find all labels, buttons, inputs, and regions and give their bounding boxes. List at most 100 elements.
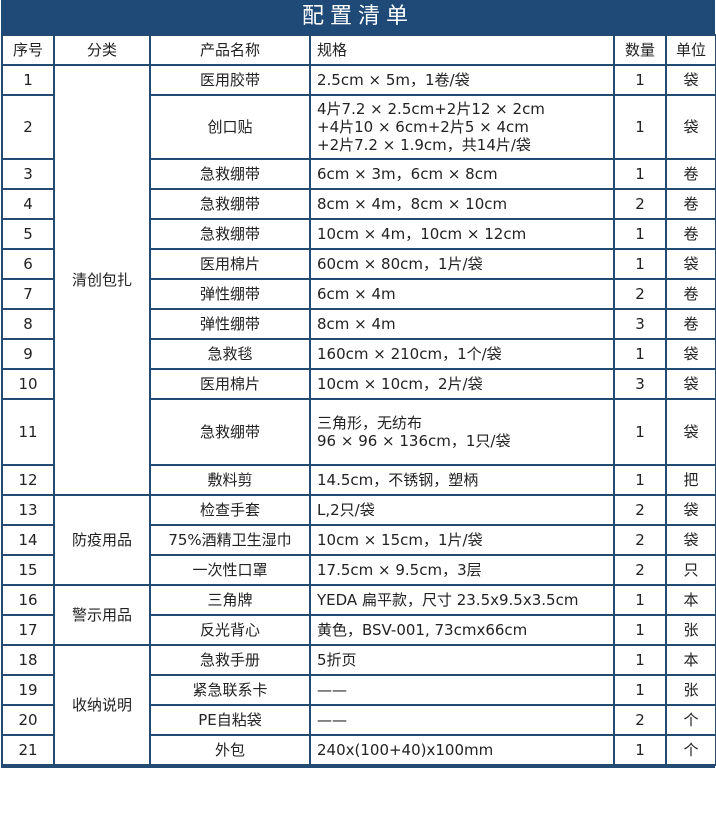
product-spec: L,2只/袋 <box>309 494 615 526</box>
row-number: 12 <box>1 464 55 496</box>
category-cell: 警示用品 <box>53 584 151 646</box>
row-number: 8 <box>1 308 55 340</box>
quantity: 1 <box>613 158 667 190</box>
product-name: 外包 <box>149 734 311 766</box>
unit: 卷 <box>665 188 716 220</box>
product-name: 医用棉片 <box>149 248 311 280</box>
unit: 个 <box>665 704 716 736</box>
unit: 袋 <box>665 524 716 556</box>
row-number: 20 <box>1 704 55 736</box>
row-number: 9 <box>1 338 55 370</box>
header-col-no: 序号 <box>1 34 55 66</box>
header-col-qty: 数量 <box>613 34 667 66</box>
product-name: 创口贴 <box>149 94 311 160</box>
table-row: 4 急救绷带 8cm × 4m，8cm × 10cm 2 卷 <box>1 188 716 220</box>
unit: 张 <box>665 614 716 646</box>
table-row: 3 急救绷带 6cm × 3m，6cm × 8cm 1 卷 <box>1 158 716 190</box>
table-row: 20 PE自粘袋 —— 2 个 <box>1 704 716 736</box>
quantity: 1 <box>613 64 667 96</box>
table-row: 15 一次性口罩 17.5cm × 9.5cm，3层 2 只 <box>1 554 716 586</box>
header-row: 序号 分类 产品名称 规格 数量 单位 <box>1 34 716 66</box>
quantity: 1 <box>613 338 667 370</box>
row-number: 2 <box>1 94 55 160</box>
unit: 袋 <box>665 64 716 96</box>
product-spec: 10cm × 15cm，1片/袋 <box>309 524 615 556</box>
table-row: 21 外包 240x(100+40)x100mm 1 个 <box>1 734 716 766</box>
product-spec: 8cm × 4m，8cm × 10cm <box>309 188 615 220</box>
quantity: 1 <box>613 94 667 160</box>
table-row: 6 医用棉片 60cm × 80cm，1片/袋 1 袋 <box>1 248 716 280</box>
product-name: 反光背心 <box>149 614 311 646</box>
row-number: 4 <box>1 188 55 220</box>
quantity: 2 <box>613 188 667 220</box>
config-list: 配置清单 序号 分类 产品名称 规格 数量 单位 1 清创包扎 医用胶带 2.5cm × 5m，1… <box>1 0 716 768</box>
header-col-unit: 单位 <box>665 34 716 66</box>
product-spec: 8cm × 4m <box>309 308 615 340</box>
quantity: 1 <box>613 248 667 280</box>
unit: 卷 <box>665 278 716 310</box>
product-name: 敷料剪 <box>149 464 311 496</box>
quantity: 1 <box>613 644 667 676</box>
row-number: 7 <box>1 278 55 310</box>
unit: 袋 <box>665 368 716 400</box>
config-table: 序号 分类 产品名称 规格 数量 单位 1 清创包扎 医用胶带 2.5cm × 5m，1卷/袋 1 袋… <box>1 34 716 766</box>
product-spec: 6cm × 4m <box>309 278 615 310</box>
unit: 个 <box>665 734 716 766</box>
unit: 袋 <box>665 494 716 526</box>
product-name: 75%酒精卫生湿巾 <box>149 524 311 556</box>
row-number: 16 <box>1 584 55 616</box>
product-spec: 6cm × 3m，6cm × 8cm <box>309 158 615 190</box>
table-row: 12 敷料剪 14.5cm，不锈钢，塑柄 1 把 <box>1 464 716 496</box>
row-number: 11 <box>1 398 55 466</box>
table-row: 1 清创包扎 医用胶带 2.5cm × 5m，1卷/袋 1 袋 <box>1 64 716 496</box>
product-name: 急救绷带 <box>149 398 311 466</box>
unit: 卷 <box>665 218 716 250</box>
product-spec: 240x(100+40)x100mm <box>309 734 615 766</box>
product-name: 三角牌 <box>149 584 311 616</box>
product-name: 急救绷带 <box>149 218 311 250</box>
category-cell: 防疫用品 <box>53 494 151 586</box>
category-cell: 清创包扎 <box>53 64 151 496</box>
table-row: 14 75%酒精卫生湿巾 10cm × 15cm，1片/袋 2 袋 <box>1 524 716 556</box>
product-name: 急救绷带 <box>149 188 311 220</box>
quantity: 2 <box>613 494 667 526</box>
row-number: 5 <box>1 218 55 250</box>
unit: 袋 <box>665 398 716 466</box>
table-row: 7 弹性绷带 6cm × 4m 2 卷 <box>1 278 716 310</box>
header-col-spec: 规格 <box>309 34 615 66</box>
quantity: 1 <box>613 218 667 250</box>
table-row: 2 创口贴 4片7.2 × 2.5cm+2片12 × 2cm +4片10 × 6cm… <box>1 94 716 160</box>
product-spec: 4片7.2 × 2.5cm+2片12 × 2cm +4片10 × 6cm+2片5… <box>309 94 615 160</box>
unit: 卷 <box>665 158 716 190</box>
product-spec: 三角形，无纺布 96 × 96 × 136cm，1只/袋 <box>309 398 615 466</box>
product-name: 医用胶带 <box>149 64 311 96</box>
category-cell: 收纳说明 <box>53 644 151 766</box>
product-name: 急救毯 <box>149 338 311 370</box>
product-spec: 5折页 <box>309 644 615 676</box>
quantity: 1 <box>613 614 667 646</box>
quantity: 2 <box>613 704 667 736</box>
row-number: 6 <box>1 248 55 280</box>
product-spec: 黄色，BSV-001, 73cmx66cm <box>309 614 615 646</box>
header-col-category: 分类 <box>53 34 151 66</box>
table-row: 18 收纳说明 急救手册 5折页 1 本 <box>1 644 716 766</box>
product-name: 弹性绷带 <box>149 308 311 340</box>
row-number: 13 <box>1 494 55 526</box>
quantity: 1 <box>613 584 667 616</box>
product-spec: 17.5cm × 9.5cm，3层 <box>309 554 615 586</box>
table-row: 5 急救绷带 10cm × 4m，10cm × 12cm 1 卷 <box>1 218 716 250</box>
row-number: 14 <box>1 524 55 556</box>
unit: 袋 <box>665 94 716 160</box>
row-number: 15 <box>1 554 55 586</box>
row-number: 1 <box>1 64 55 96</box>
quantity: 1 <box>613 674 667 706</box>
product-name: 急救手册 <box>149 644 311 676</box>
unit: 本 <box>665 644 716 676</box>
table-row: 10 医用棉片 10cm × 10cm，2片/袋 3 袋 <box>1 368 716 400</box>
unit: 把 <box>665 464 716 496</box>
product-name: PE自粘袋 <box>149 704 311 736</box>
unit: 卷 <box>665 308 716 340</box>
table-row: 9 急救毯 160cm × 210cm，1个/袋 1 袋 <box>1 338 716 370</box>
row-number: 17 <box>1 614 55 646</box>
unit: 袋 <box>665 338 716 370</box>
